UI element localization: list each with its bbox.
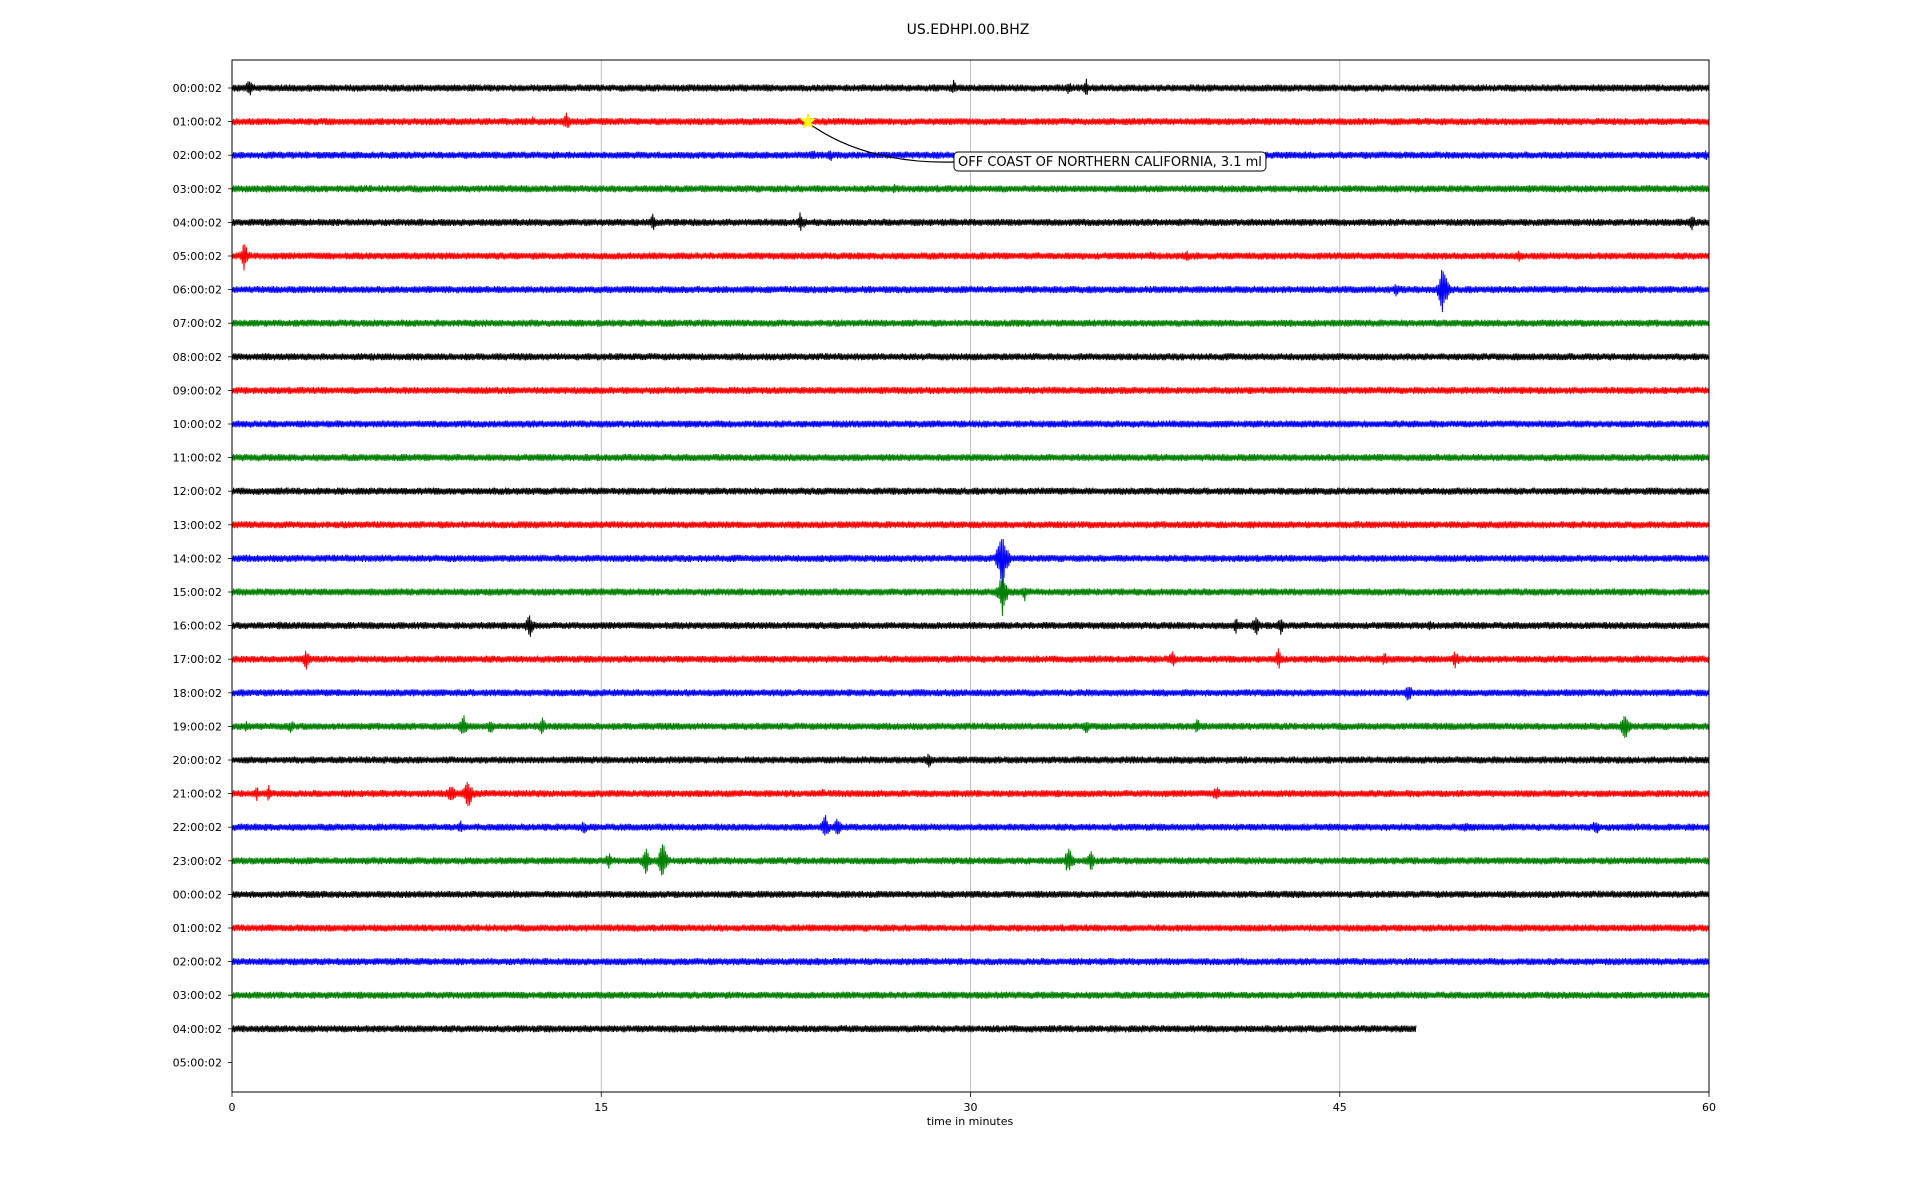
row-time-label: 02:00:02: [173, 149, 222, 162]
row-time-label: 05:00:02: [173, 250, 222, 263]
row-time-label: 11:00:02: [173, 452, 222, 465]
grid-lines: [600, 60, 1341, 1092]
trace-row-13: [231, 521, 1710, 529]
trace-row-14: [231, 538, 1710, 594]
row-time-label: 16:00:02: [173, 620, 222, 633]
row-time-label: 23:00:02: [173, 855, 222, 868]
trace-row-9: [231, 386, 1710, 395]
row-time-label: 01:00:02: [173, 116, 222, 129]
row-time-label: 08:00:02: [173, 351, 222, 364]
row-time-label: 12:00:02: [173, 485, 222, 498]
trace-row-6: [231, 269, 1710, 313]
trace-row-19: [231, 715, 1710, 739]
trace-row-25: [231, 924, 1710, 932]
row-time-label: 06:00:02: [173, 284, 222, 297]
trace-row-26: [231, 957, 1710, 966]
row-time-label: 10:00:02: [173, 418, 222, 431]
trace-rows: [231, 78, 1710, 1033]
trace-row-0: [231, 78, 1710, 96]
row-time-label: 19:00:02: [173, 720, 222, 733]
row-time-label: 02:00:02: [173, 956, 222, 969]
row-time-labels: 00:00:02 01:00:02 02:00:02 03:00:02 04:00:02…: [173, 82, 232, 1069]
row-time-label: 00:00:02: [173, 888, 222, 901]
row-time-label: 17:00:02: [173, 653, 222, 666]
chart-title: US.EDHPI.00.BHZ: [907, 22, 1030, 38]
row-time-label: 04:00:02: [173, 1023, 222, 1036]
trace-row-22: [231, 814, 1710, 836]
trace-row-12: [231, 487, 1710, 495]
row-time-label: 13:00:02: [173, 519, 222, 532]
row-time-label: 00:00:02: [173, 82, 222, 95]
trace-row-7: [231, 319, 1710, 327]
trace-row-17: [231, 648, 1710, 670]
trace-row-27: [231, 991, 1710, 999]
row-time-label: 03:00:02: [173, 989, 222, 1002]
x-tick-label: 45: [1333, 1101, 1347, 1114]
row-time-label: 15:00:02: [173, 586, 222, 599]
trace-row-3: [231, 184, 1710, 194]
event-callout-line: [811, 125, 955, 163]
trace-row-20: [231, 753, 1710, 768]
event-label-box: [953, 151, 1267, 172]
row-time-label: 05:00:02: [173, 1056, 222, 1069]
trace-row-28: [231, 1025, 1417, 1033]
row-time-label: 22:00:02: [173, 821, 222, 834]
x-axis-label: time in minutes: [927, 1115, 1014, 1128]
trace-row-15: [231, 571, 1710, 616]
row-time-label: 20:00:02: [173, 754, 222, 767]
trace-row-23: [231, 844, 1710, 876]
trace-row-8: [231, 353, 1710, 361]
event-label: OFF COAST OF NORTHERN CALIFORNIA, 3.1 ml: [958, 155, 1262, 170]
trace-row-24: [231, 890, 1710, 899]
trace-row-18: [231, 686, 1710, 701]
row-time-label: 18:00:02: [173, 687, 222, 700]
row-time-label: 04:00:02: [173, 216, 222, 229]
x-tick-label: 0: [229, 1101, 236, 1114]
trace-row-11: [231, 453, 1710, 462]
x-tick-label: 60: [1702, 1101, 1716, 1114]
event-annotation: OFF COAST OF NORTHERN CALIFORNIA, 3.1 ml: [799, 112, 1267, 172]
trace-row-10: [231, 420, 1710, 428]
row-time-label: 14:00:02: [173, 552, 222, 565]
row-time-label: 01:00:02: [173, 922, 222, 935]
trace-row-16: [231, 615, 1710, 637]
x-tick-label: 15: [594, 1101, 608, 1114]
row-time-label: 09:00:02: [173, 384, 222, 397]
x-axis-ticks: 0 15 30 45 60: [229, 1092, 1716, 1114]
event-star-marker: [799, 112, 817, 129]
row-time-label: 21:00:02: [173, 788, 222, 801]
x-tick-label: 30: [964, 1101, 978, 1114]
trace-row-21: [231, 781, 1710, 807]
trace-row-1: [231, 112, 1710, 128]
trace-row-4: [231, 212, 1710, 231]
row-time-label: 03:00:02: [173, 183, 222, 196]
trace-row-5: [231, 244, 1710, 271]
row-time-label: 07:00:02: [173, 317, 222, 330]
